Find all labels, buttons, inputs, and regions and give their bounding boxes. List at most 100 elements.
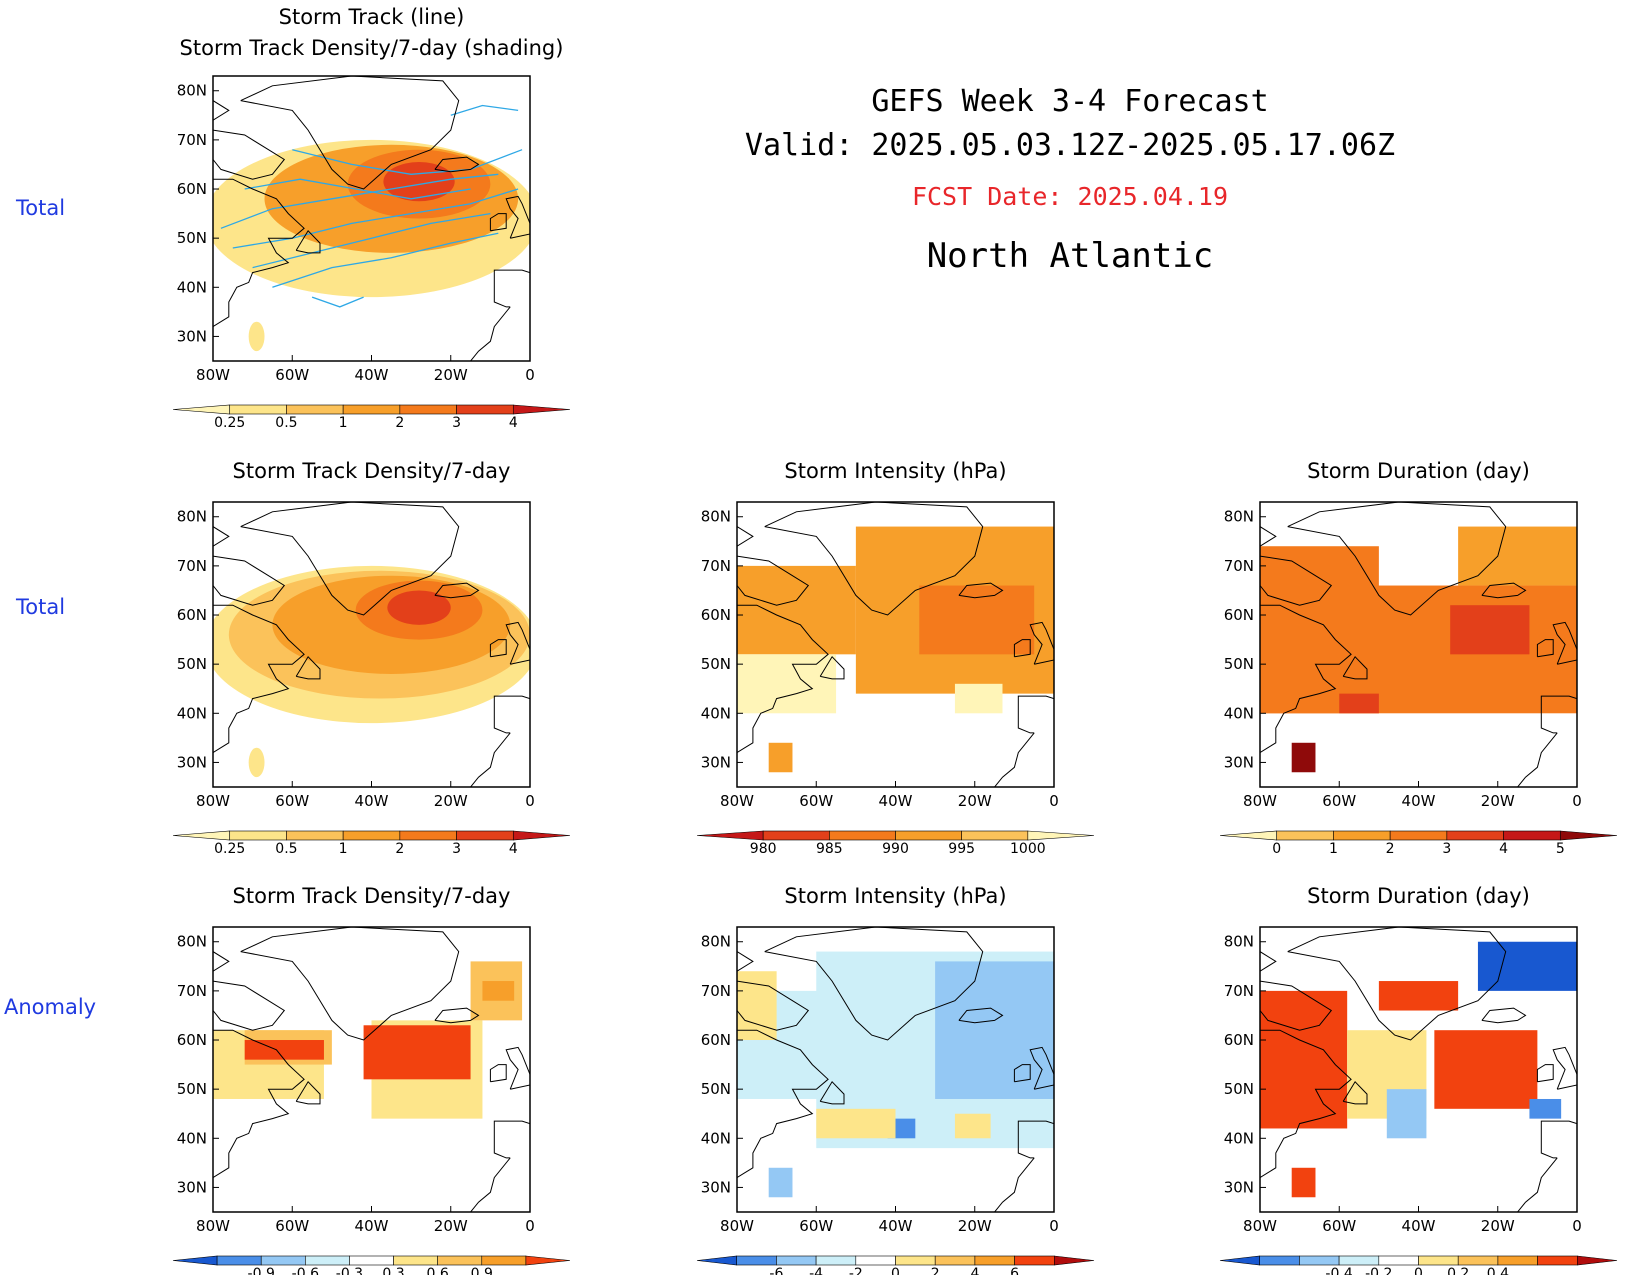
colorbar-segment — [855, 1255, 896, 1266]
coastline-6 — [1074, 566, 1134, 625]
coastline-4 — [295, 655, 321, 680]
grid-cell-7 — [1291, 1167, 1316, 1198]
panel-duration-total: 80W 60W 40W 20W 0 30N 40N 50N 60N 70N 80N Storm Dur… — [1219, 459, 1650, 857]
grid-cell-4 — [244, 1040, 324, 1060]
lat-tick-label: 80N — [177, 508, 207, 526]
lat-tick-label: 70N — [177, 131, 207, 149]
coastline-3 — [737, 1029, 829, 1179]
coastline-1 — [213, 980, 286, 1031]
colorbar-segment — [399, 830, 457, 841]
storm-track-line-0 — [220, 173, 499, 229]
colorbar-segment — [895, 830, 962, 841]
colorbar-label: -2 — [849, 1266, 863, 1275]
colorbar-segment — [349, 1255, 394, 1266]
colorbar-label: 2 — [395, 841, 404, 857]
coastline-4 — [819, 1080, 845, 1105]
coastline-7 — [505, 195, 530, 239]
colorbar-segment — [1014, 1255, 1055, 1266]
colorbar-label: 3 — [452, 841, 461, 857]
panel-title: Storm Duration (day) — [1307, 459, 1530, 483]
coastline-9 — [493, 695, 530, 734]
coastline-9 — [493, 269, 530, 308]
lat-tick-label: 50N — [701, 1080, 731, 1098]
colorbar-label: -6 — [769, 1266, 783, 1275]
panel-subtitle: Storm Track Density/7-day (shading) — [180, 36, 564, 60]
lat-tick-label: 60N — [1224, 1031, 1254, 1049]
colorbar: 0.25 0.5 1 2 3 4 — [172, 830, 571, 857]
lon-tick-label: 20W — [958, 792, 992, 810]
colorbar-label: 0.25 — [214, 415, 245, 431]
coastline-7 — [505, 621, 530, 665]
lon-tick-label: 40W — [355, 792, 389, 810]
grid-cell-1 — [737, 565, 856, 655]
grid-cell-4 — [954, 683, 1003, 714]
coastline-5 — [434, 1007, 480, 1024]
colorbar-label: -0.6 — [292, 1266, 319, 1275]
lat-tick-label: 30N — [177, 327, 207, 345]
colorbar-label: 2 — [1386, 841, 1395, 857]
colorbar-segment — [1219, 830, 1278, 841]
panel-density-total: 80W 60W 40W 20W 0 30N 40N 50N 60N 70N 80N Storm Tra… — [172, 459, 610, 857]
colorbar-label: -0.2 — [1365, 1266, 1392, 1275]
lon-tick-label: 20W — [434, 1217, 468, 1235]
region-name: North Atlantic — [926, 236, 1214, 276]
coastline-10 — [469, 1157, 511, 1212]
colorbar: 0.25 0.5 1 2 3 4 — [172, 404, 571, 431]
colorbar-label: 0.25 — [214, 841, 245, 857]
coastline-5 — [434, 582, 480, 599]
grid-cell-5 — [363, 1025, 471, 1080]
coastline-3 — [213, 178, 305, 328]
grid-cell-5 — [768, 742, 793, 773]
colorbar-segment — [342, 404, 401, 415]
lat-tick-label: 80N — [177, 933, 207, 951]
colorbar-segment — [512, 404, 571, 415]
colorbar-segment — [1559, 830, 1618, 841]
storm-track-line-7 — [244, 178, 471, 200]
lon-tick-label: 0 — [1049, 792, 1059, 810]
coastline-11 — [1094, 517, 1114, 532]
fcst-date: FCST Date: 2025.04.19 — [911, 182, 1229, 211]
row-label-2: Total — [16, 595, 66, 619]
colorbar-segment — [437, 1255, 483, 1266]
colorbar-label: 6 — [1010, 1266, 1019, 1275]
coastline-6 — [1597, 566, 1650, 625]
colorbar-segment — [172, 404, 231, 415]
coastline-8 — [1013, 1064, 1031, 1083]
colorbar-label: -0.4 — [1325, 1266, 1352, 1275]
lon-tick-label: 20W — [1481, 1217, 1515, 1235]
lon-tick-label: 0 — [525, 792, 535, 810]
density-shading-5 — [248, 747, 265, 778]
coastline-0 — [240, 927, 460, 1041]
coastline-4 — [1342, 655, 1368, 680]
lat-tick-label: 70N — [177, 982, 207, 1000]
panel-title: Storm Track (line) — [279, 5, 465, 29]
coastline-1 — [213, 555, 286, 606]
coastline-11 — [1617, 942, 1637, 957]
coastline-4 — [819, 655, 845, 680]
grid-cell-3 — [1477, 941, 1577, 991]
coastline-11 — [570, 517, 590, 532]
coastline-1 — [1260, 980, 1333, 1031]
grid-cell-3 — [1450, 605, 1530, 655]
lat-tick-label: 60N — [177, 1031, 207, 1049]
lon-tick-label: 60W — [1322, 1217, 1356, 1235]
lon-tick-label: 0 — [1572, 792, 1582, 810]
coastline-3 — [737, 604, 829, 754]
colorbar-label: 980 — [750, 841, 777, 857]
lon-tick-label: 80W — [1243, 792, 1277, 810]
colorbar-segment — [1219, 1255, 1260, 1266]
coastline-1 — [737, 555, 810, 606]
coastline-0 — [240, 502, 460, 616]
colorbar-segment — [1259, 1255, 1300, 1266]
coastline-4 — [1342, 1080, 1368, 1105]
colorbar-label: 4 — [509, 841, 518, 857]
coastline-6 — [550, 566, 610, 625]
panel-title: Storm Track Density/7-day — [233, 884, 511, 908]
lon-tick-label: 0 — [1572, 1217, 1582, 1235]
coastline-5 — [958, 1007, 1004, 1024]
colorbar-label: -0.9 — [248, 1266, 275, 1275]
colorbar-segment — [286, 404, 344, 415]
lat-tick-label: 30N — [1224, 753, 1254, 771]
map-area — [1260, 502, 1650, 787]
grid-cell-5 — [816, 1108, 896, 1139]
